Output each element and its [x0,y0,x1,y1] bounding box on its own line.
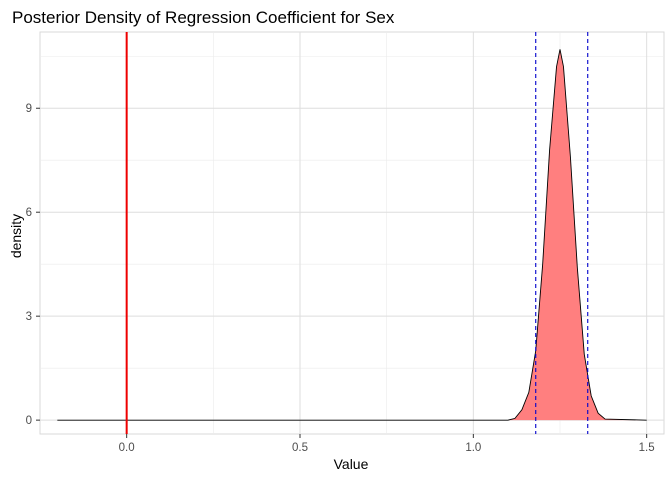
y-tick-label: 3 [26,311,32,323]
y-tick-label: 6 [26,207,32,219]
x-axis-title: Value [334,456,369,472]
y-axis-ticks: 0 3 6 9 [26,103,40,427]
x-axis-ticks: 0.0 0.5 1.0 1.5 [119,434,655,454]
density-curve [57,49,647,421]
x-tick-label: 0.0 [119,442,135,454]
reference-lines [125,32,589,434]
x-tick-label: 1.0 [465,442,481,454]
x-tick-label: 0.5 [292,442,308,454]
y-axis-title: density [8,214,24,258]
y-tick-label: 9 [26,103,32,115]
y-tick-label: 0 [26,415,32,427]
x-tick-label: 1.5 [639,442,655,454]
chart-title: Posterior Density of Regression Coeffici… [12,8,395,27]
